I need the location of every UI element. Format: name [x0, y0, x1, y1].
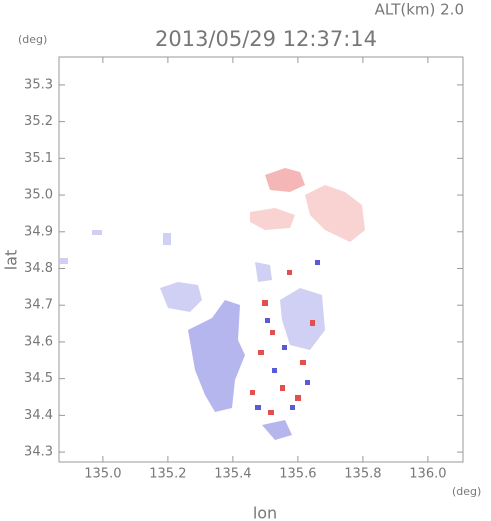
x-tick-label: 136.0 [409, 467, 446, 482]
y-tick-label: 34.3 [24, 445, 53, 460]
altitude-label: ALT(km) 2.0 [375, 1, 464, 19]
y-tick-label: 34.4 [24, 408, 53, 423]
echo [163, 233, 171, 245]
y-tick-label: 35.2 [24, 114, 53, 129]
x-tick-label: 135.4 [214, 467, 251, 482]
y-tick-label: 35.1 [24, 151, 53, 166]
x-unit: (deg) [452, 485, 481, 498]
echo [262, 420, 292, 440]
echo-speckle [250, 270, 315, 415]
x-tick-label: 135.0 [84, 467, 121, 482]
y-tick-label: 35.3 [24, 77, 53, 92]
y-tick-label: 34.5 [24, 371, 53, 386]
y-tick-label: 35.0 [24, 188, 53, 203]
echo [250, 208, 295, 230]
y-unit: (deg) [18, 33, 47, 46]
echo [160, 282, 202, 312]
echo [280, 288, 325, 350]
echo [265, 168, 305, 192]
echo [92, 230, 102, 235]
y-tick-label: 34.6 [24, 334, 53, 349]
echo [305, 185, 365, 242]
echo [60, 258, 68, 264]
y-axis-label: lat [2, 250, 21, 271]
x-tick-label: 135.8 [344, 467, 381, 482]
y-tick-label: 34.9 [24, 224, 53, 239]
x-axis-label: lon [253, 504, 277, 521]
x-tick-label: 135.2 [149, 467, 186, 482]
chart-title: 2013/05/29 12:37:14 [155, 27, 377, 51]
plot-frame [58, 56, 464, 463]
x-tick-label: 135.6 [279, 467, 316, 482]
y-tick-label: 34.8 [24, 261, 53, 276]
y-tick-label: 34.7 [24, 298, 53, 313]
echo-field [60, 168, 365, 440]
echo [255, 262, 272, 282]
echo [188, 300, 245, 412]
